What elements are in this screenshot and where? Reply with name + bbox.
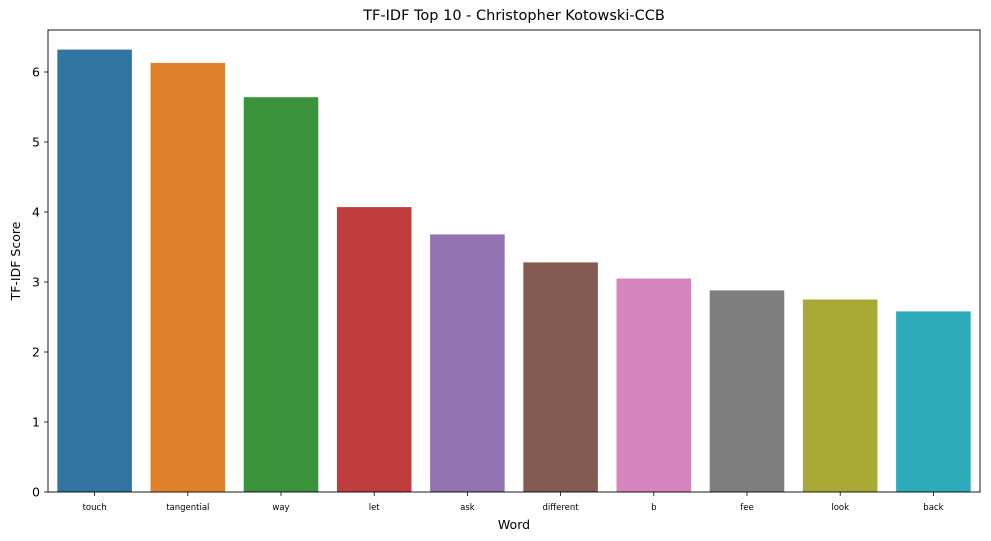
- bar-let: [337, 207, 412, 492]
- bar-tangential: [151, 63, 226, 492]
- chart-title: TF-IDF Top 10 - Christopher Kotowski-CCB: [362, 8, 665, 24]
- x-axis: touch tangential way let ask different b fee loo…: [83, 492, 944, 513]
- y-axis-label: TF-IDF Score: [8, 221, 23, 301]
- bar-fee: [710, 290, 785, 492]
- y-tick-label: 1: [32, 415, 40, 430]
- y-axis: 0 1 2 3 4 5 6: [32, 65, 48, 500]
- x-tick-label: ask: [460, 503, 475, 513]
- bars-group: [57, 50, 970, 492]
- x-tick-label: tangential: [166, 503, 209, 513]
- bar-b: [617, 279, 692, 493]
- y-tick-label: 3: [32, 275, 40, 290]
- y-tick-label: 4: [32, 205, 40, 220]
- x-tick-label: b: [651, 503, 656, 513]
- x-tick-label: back: [923, 503, 943, 513]
- x-tick-label: look: [831, 503, 849, 513]
- bar-way: [244, 97, 319, 492]
- y-tick-label: 2: [32, 345, 40, 360]
- bar-different: [523, 262, 598, 492]
- x-tick-label: different: [543, 503, 580, 513]
- bar-look: [803, 300, 878, 493]
- bar-back: [896, 311, 971, 492]
- bar-touch: [57, 50, 132, 492]
- x-tick-label: fee: [740, 503, 753, 513]
- x-tick-label: let: [369, 503, 381, 513]
- x-axis-label: Word: [498, 517, 530, 532]
- bar-ask: [430, 234, 505, 492]
- y-tick-label: 6: [32, 65, 40, 80]
- x-tick-label: way: [272, 503, 289, 513]
- x-tick-label: touch: [83, 503, 107, 513]
- y-tick-label: 5: [32, 135, 40, 150]
- y-tick-label: 0: [32, 485, 40, 500]
